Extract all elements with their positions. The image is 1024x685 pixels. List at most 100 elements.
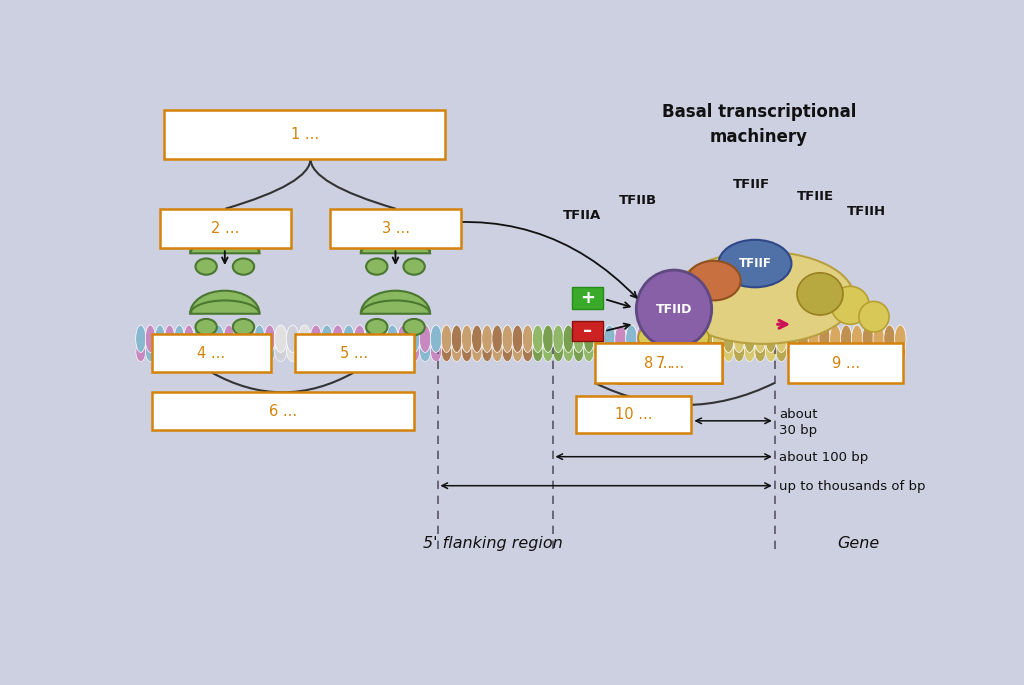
Ellipse shape	[136, 342, 145, 362]
Ellipse shape	[264, 325, 275, 352]
Ellipse shape	[254, 325, 265, 352]
Text: 8 ...: 8 ...	[644, 356, 672, 371]
Ellipse shape	[744, 325, 756, 352]
Ellipse shape	[462, 325, 472, 352]
Text: 9 ...: 9 ...	[831, 356, 860, 371]
Text: TFIIE: TFIIE	[797, 190, 834, 203]
Ellipse shape	[604, 325, 615, 352]
Ellipse shape	[354, 342, 366, 362]
Ellipse shape	[481, 325, 493, 352]
Ellipse shape	[354, 325, 366, 352]
Ellipse shape	[637, 342, 648, 362]
Ellipse shape	[851, 325, 862, 352]
Ellipse shape	[658, 325, 670, 352]
Ellipse shape	[670, 342, 681, 362]
Ellipse shape	[196, 319, 217, 335]
Ellipse shape	[452, 342, 462, 362]
Ellipse shape	[196, 258, 217, 275]
Ellipse shape	[522, 325, 532, 352]
Ellipse shape	[366, 342, 376, 362]
Ellipse shape	[174, 325, 184, 352]
Ellipse shape	[403, 319, 425, 335]
Ellipse shape	[573, 342, 584, 362]
Ellipse shape	[614, 325, 627, 352]
Ellipse shape	[310, 325, 322, 352]
Ellipse shape	[681, 342, 691, 362]
FancyBboxPatch shape	[595, 343, 722, 383]
Ellipse shape	[274, 342, 287, 362]
Ellipse shape	[691, 325, 702, 352]
Text: up to thousands of bp: up to thousands of bp	[778, 480, 926, 493]
Ellipse shape	[873, 325, 885, 352]
FancyBboxPatch shape	[331, 209, 462, 249]
Ellipse shape	[658, 342, 670, 362]
Ellipse shape	[626, 342, 637, 362]
Ellipse shape	[819, 325, 830, 352]
Text: 4 ...: 4 ...	[198, 346, 225, 361]
Ellipse shape	[701, 325, 713, 352]
Ellipse shape	[862, 325, 873, 352]
Ellipse shape	[376, 342, 387, 362]
Ellipse shape	[798, 342, 808, 362]
Ellipse shape	[332, 325, 343, 352]
Ellipse shape	[274, 325, 287, 352]
Ellipse shape	[719, 240, 792, 287]
Ellipse shape	[403, 258, 425, 275]
Ellipse shape	[156, 342, 165, 362]
Ellipse shape	[648, 342, 658, 362]
Ellipse shape	[637, 325, 648, 352]
Ellipse shape	[287, 325, 299, 352]
Ellipse shape	[776, 342, 786, 362]
Ellipse shape	[733, 325, 744, 352]
Ellipse shape	[755, 342, 766, 362]
Ellipse shape	[553, 342, 563, 362]
Ellipse shape	[264, 342, 274, 362]
Ellipse shape	[367, 319, 387, 335]
Ellipse shape	[687, 327, 709, 348]
Text: about 100 bp: about 100 bp	[778, 451, 868, 464]
FancyBboxPatch shape	[577, 396, 691, 433]
Ellipse shape	[829, 325, 841, 352]
Ellipse shape	[841, 342, 852, 362]
Ellipse shape	[365, 325, 376, 352]
Ellipse shape	[573, 325, 584, 352]
Ellipse shape	[744, 342, 755, 362]
Ellipse shape	[420, 325, 431, 352]
Ellipse shape	[287, 342, 299, 362]
Wedge shape	[360, 230, 430, 253]
Ellipse shape	[298, 325, 311, 352]
Ellipse shape	[367, 258, 387, 275]
Ellipse shape	[553, 325, 563, 352]
Ellipse shape	[204, 342, 214, 362]
Ellipse shape	[462, 342, 472, 362]
Ellipse shape	[145, 325, 156, 352]
Ellipse shape	[254, 342, 264, 362]
Ellipse shape	[387, 325, 398, 352]
Ellipse shape	[244, 325, 255, 352]
Text: TFIIB: TFIIB	[620, 194, 657, 207]
Ellipse shape	[647, 325, 659, 352]
Ellipse shape	[136, 325, 145, 352]
Ellipse shape	[713, 342, 723, 362]
Ellipse shape	[532, 342, 543, 362]
Text: 2 ...: 2 ...	[211, 221, 240, 236]
FancyBboxPatch shape	[572, 287, 602, 309]
Ellipse shape	[343, 325, 354, 352]
Ellipse shape	[244, 342, 254, 362]
Ellipse shape	[441, 325, 452, 352]
Ellipse shape	[830, 342, 841, 362]
Ellipse shape	[213, 325, 224, 352]
Text: –: –	[583, 322, 592, 340]
Text: 3 ...: 3 ...	[382, 221, 410, 236]
Ellipse shape	[670, 325, 681, 352]
Ellipse shape	[852, 342, 862, 362]
Ellipse shape	[333, 342, 343, 362]
Ellipse shape	[155, 325, 165, 352]
Ellipse shape	[232, 319, 254, 335]
Ellipse shape	[862, 342, 873, 362]
Ellipse shape	[584, 342, 594, 362]
Ellipse shape	[397, 342, 409, 362]
Ellipse shape	[638, 327, 660, 348]
Ellipse shape	[233, 325, 245, 352]
Ellipse shape	[797, 273, 843, 315]
